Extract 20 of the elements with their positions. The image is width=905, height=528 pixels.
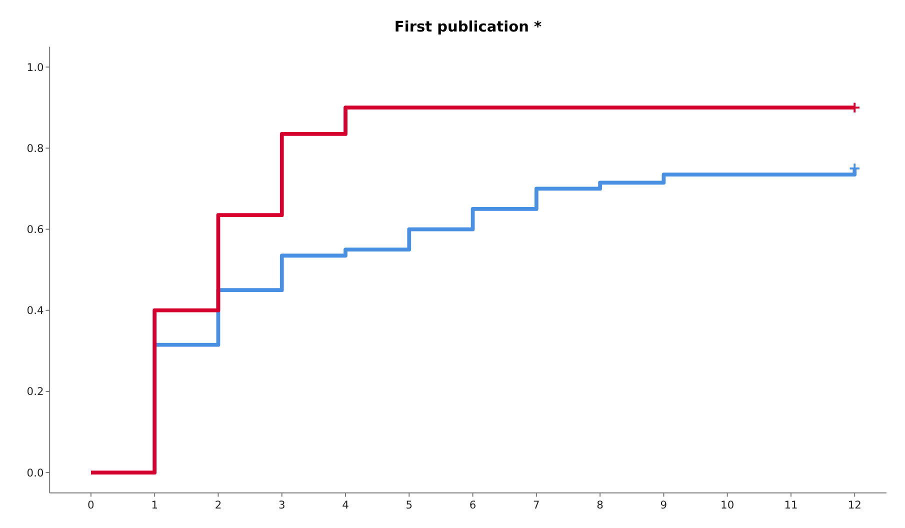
x-tick-label: 4 — [342, 498, 350, 512]
x-tick-label: 2 — [214, 498, 222, 512]
x-tick-label: 10 — [720, 498, 734, 512]
y-tick-label: 0.4 — [26, 304, 44, 318]
x-tick-label: 5 — [406, 498, 413, 512]
x-tick-label: 1 — [151, 498, 158, 512]
y-tick-label: 0.2 — [26, 385, 44, 398]
x-tick-label: 6 — [469, 498, 476, 512]
y-tick-label: 0.6 — [26, 223, 44, 236]
x-tick-label: 8 — [596, 498, 604, 512]
x-tick-label: 7 — [533, 498, 540, 512]
chart-title: First publication * — [394, 19, 542, 36]
x-tick-label: 9 — [660, 498, 668, 512]
y-tick-label: 0.0 — [26, 466, 44, 480]
y-tick-label: 0.8 — [26, 142, 44, 155]
x-tick-label: 0 — [88, 498, 95, 512]
y-tick-label: 1.0 — [26, 60, 44, 74]
x-tick-label: 11 — [784, 498, 798, 512]
x-tick-label: 12 — [848, 498, 862, 512]
x-tick-label: 3 — [278, 498, 286, 512]
